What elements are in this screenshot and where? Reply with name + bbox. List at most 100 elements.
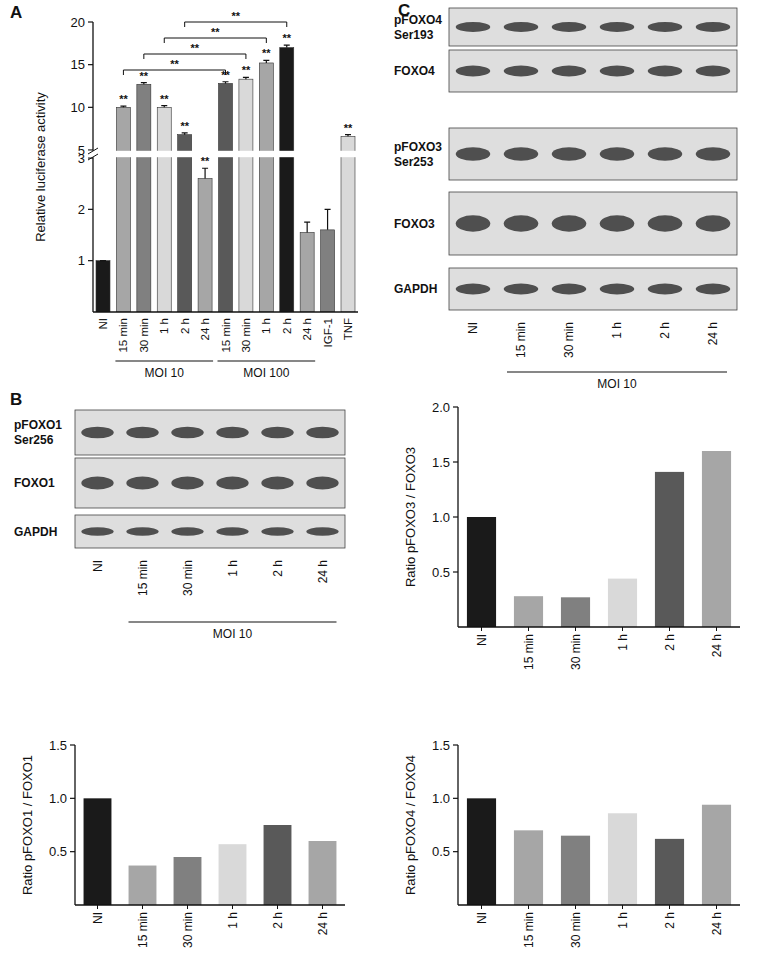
x-axis <box>458 904 740 905</box>
blot-row-label: Ser253 <box>394 155 434 169</box>
blot-band <box>696 66 731 77</box>
y-tick-label: 0.5 <box>432 844 450 859</box>
blot-band <box>696 147 731 161</box>
plot-area <box>467 798 731 905</box>
bar <box>655 472 684 627</box>
x-tick-label: 2 h <box>663 634 677 651</box>
error-bar <box>325 209 331 230</box>
x-tick-label: 24 h <box>710 912 724 935</box>
x-tick-label: IGF-1 <box>322 318 334 347</box>
bar <box>129 866 157 905</box>
y-tick <box>88 209 93 210</box>
x-tick-label: 2 h <box>663 912 677 929</box>
comparison-bracket <box>123 70 225 75</box>
blot-band <box>648 147 683 161</box>
bar <box>702 451 731 627</box>
blot-strip <box>75 458 345 508</box>
y-tick <box>70 851 75 852</box>
x-tick-label: 1 h <box>616 634 630 651</box>
blot-band <box>456 215 491 231</box>
bar <box>514 596 543 627</box>
bar <box>157 107 171 312</box>
bar <box>174 857 202 905</box>
blot-strip <box>449 128 737 180</box>
blot-band <box>504 22 539 32</box>
comparison-bracket <box>185 22 287 27</box>
y-tick <box>453 406 458 407</box>
lane-label: 30 min <box>181 560 195 596</box>
blot-band <box>648 215 683 231</box>
blot-band <box>306 477 338 490</box>
western-blot: pFOXO4Ser193FOXO4pFOXO3Ser253FOXO3GAPDHN… <box>394 8 737 391</box>
lane-label: 1 h <box>610 322 624 339</box>
y-tick-label: 2 <box>78 202 85 217</box>
y-tick-label: 2.0 <box>432 400 450 415</box>
blot-band <box>696 215 731 231</box>
bar <box>561 597 590 627</box>
x-tick-label: 30 min <box>138 318 150 353</box>
blot-band <box>456 22 491 32</box>
x-tick-label: 15 min <box>136 912 150 948</box>
bar <box>96 261 110 312</box>
y-tick <box>70 798 75 799</box>
x-tick <box>481 905 482 909</box>
error-bar <box>223 82 229 84</box>
lane-label: 2 h <box>658 322 672 339</box>
blot-band <box>648 22 683 32</box>
x-tick-label: 15 min <box>117 318 129 353</box>
group-line <box>129 621 337 622</box>
blot-band <box>600 284 635 295</box>
error-bar <box>202 168 208 178</box>
blot-band <box>600 147 635 161</box>
blot-row-label: pFOXO4 <box>394 13 442 27</box>
x-tick-label: NI <box>475 634 489 646</box>
comparison-label: ** <box>170 58 179 70</box>
blot-band <box>600 22 635 32</box>
y-axis <box>74 745 75 905</box>
blot-band <box>552 66 587 77</box>
error-bar <box>345 135 351 137</box>
blot-strip <box>75 515 345 548</box>
bar <box>341 136 355 312</box>
x-tick-label: 1 h <box>616 912 630 929</box>
blot-band <box>456 147 491 161</box>
lane-label: 24 h <box>316 560 330 583</box>
y-tick <box>88 149 93 150</box>
x-tick-label: 30 min <box>240 318 252 353</box>
y-tick-label: 1.0 <box>432 510 450 525</box>
blot-band <box>126 527 158 536</box>
blot-row-label: FOXO4 <box>394 64 435 78</box>
x-tick <box>187 905 188 909</box>
x-tick-label: 24 h <box>316 912 330 935</box>
blot-strip <box>449 8 737 46</box>
y-axis-label: Relative luciferase activity <box>33 92 48 242</box>
bar <box>467 517 496 627</box>
blot-band <box>696 22 731 32</box>
x-tick <box>669 905 670 909</box>
y-tick <box>88 64 93 65</box>
bar <box>321 230 335 312</box>
blot-band <box>600 215 635 231</box>
blot-band <box>216 527 248 536</box>
y-tick-label: 1 <box>78 253 85 268</box>
x-tick <box>142 905 143 909</box>
x-tick-label: 30 min <box>569 634 583 670</box>
y-tick-label: 15 <box>71 57 85 72</box>
blot-band <box>171 527 203 536</box>
chart-ratio: 0.51.01.5NI15 min30 min1 h2 h24 hRatio p… <box>403 738 740 949</box>
significance: ** <box>180 120 189 132</box>
y-axis <box>457 745 458 905</box>
x-tick-label: NI <box>475 912 489 924</box>
blot-band <box>261 477 293 490</box>
x-tick-label: 30 min <box>569 912 583 948</box>
significance: ** <box>344 122 353 134</box>
blot-band <box>261 427 293 439</box>
x-axis <box>458 626 740 627</box>
lane-label: NI <box>466 322 480 334</box>
blot-band <box>648 66 683 77</box>
y-tick-label: 1.0 <box>432 791 450 806</box>
bar <box>280 48 294 312</box>
comparison-label: ** <box>231 10 240 22</box>
x-tick <box>622 627 623 631</box>
y-axis-label: Ratio pFOXO3 / FOXO3 <box>403 447 418 587</box>
